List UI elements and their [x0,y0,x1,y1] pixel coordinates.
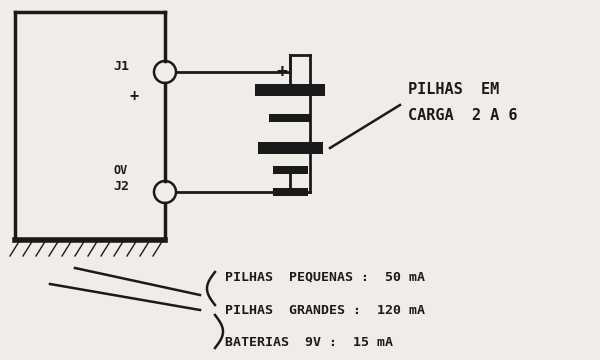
Text: +: + [276,63,287,81]
Text: PILHAS  PEQUENAS :  50 mA: PILHAS PEQUENAS : 50 mA [225,270,425,284]
Text: J1: J1 [113,59,129,72]
Text: PILHAS  EM: PILHAS EM [408,82,499,98]
FancyBboxPatch shape [269,114,311,122]
Text: PILHAS  GRANDES :  120 mA: PILHAS GRANDES : 120 mA [225,303,425,316]
FancyBboxPatch shape [272,188,308,196]
Text: +: + [130,89,139,104]
FancyBboxPatch shape [272,166,308,174]
Text: CARGA  2 A 6: CARGA 2 A 6 [408,108,517,122]
Text: BATERIAS  9V :  15 mA: BATERIAS 9V : 15 mA [225,337,393,350]
FancyBboxPatch shape [257,142,323,154]
Text: OV: OV [113,163,127,176]
Text: J2: J2 [113,180,129,193]
FancyBboxPatch shape [255,84,325,96]
